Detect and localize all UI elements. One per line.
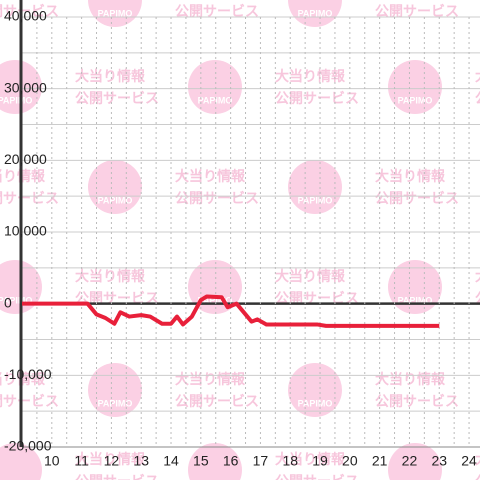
watermark-text: 公開サービス	[175, 191, 259, 207]
watermark-logo-text: PAPIMO	[0, 95, 32, 105]
watermark-logo-text: PAPIMO	[98, 8, 133, 18]
y-tick-label: 40,000	[4, 8, 47, 24]
watermark-text: 公開サービス	[75, 474, 159, 480]
x-tick-label: 17	[253, 453, 269, 469]
x-tick-label: 19	[312, 453, 328, 469]
y-tick-label: 10,000	[4, 223, 47, 239]
x-tick-label: 13	[133, 453, 149, 469]
watermark-logo	[188, 443, 242, 480]
watermark-logo	[388, 260, 442, 314]
watermark-text: 大当り情報	[175, 168, 246, 185]
watermark-text: 公開サービス	[475, 291, 480, 307]
x-tick-label: 22	[402, 453, 418, 469]
x-tick-label: 18	[282, 453, 298, 469]
watermark-logo-text: PAPIMO	[198, 478, 233, 480]
watermark-text: 大当り情報	[475, 451, 480, 468]
watermark-text: 大当り情報	[475, 68, 480, 85]
watermark-text: 公開サービス	[375, 4, 459, 20]
x-tick-label: 20	[342, 453, 358, 469]
watermark-logo	[288, 0, 342, 27]
x-tick-label: 11	[74, 453, 89, 469]
watermark-logo-text: PAPIMO	[298, 8, 333, 18]
watermark-text: 公開サービス	[275, 474, 359, 480]
watermark-text: 大当り情報	[375, 371, 446, 388]
x-tick-label: 10	[44, 453, 60, 469]
watermark-text: 大当り情報	[275, 68, 346, 85]
watermark-logo-text: PAPIMO	[298, 195, 333, 205]
watermark-logo	[388, 60, 442, 114]
watermark-text: 公開サービス	[275, 91, 359, 107]
watermark-logo-text: PAPIMO	[98, 195, 133, 205]
x-tick-label: 23	[431, 453, 447, 469]
watermark-logo	[88, 160, 142, 214]
watermark-logo	[388, 443, 442, 480]
watermark-logo	[188, 60, 242, 114]
watermark-text: 大当り情報	[275, 451, 346, 468]
watermark-text: 公開サービス	[175, 394, 259, 410]
y-tick-label: 20,000	[4, 151, 47, 167]
watermark-text: 公開サービス	[0, 191, 59, 207]
data-line	[22, 294, 440, 328]
watermark-text: 大当り情報	[75, 68, 146, 85]
watermark-text: 公開サービス	[475, 474, 480, 480]
watermark-logo-text: PAPIMO	[0, 478, 32, 480]
watermark-text: 公開サービス	[175, 4, 259, 20]
watermark-text: 大当り情報	[75, 451, 146, 468]
watermark-logo	[88, 363, 142, 417]
watermark-text: 大当り情報	[75, 268, 146, 285]
x-tick-label: 14	[163, 453, 179, 469]
x-tick-label: 12	[104, 453, 120, 469]
watermark-text: 公開サービス	[475, 91, 480, 107]
y-tick-label: 0	[4, 294, 12, 310]
watermark-logo	[0, 443, 42, 480]
watermark-text: 大当り情報	[375, 168, 446, 185]
x-tick-label: 15	[193, 453, 209, 469]
y-tick-label: -10,000	[4, 366, 52, 382]
watermark-text: 公開サービス	[375, 394, 459, 410]
watermark-text: 大当り情報	[275, 268, 346, 285]
watermark-logo-text: PAPIMO	[98, 398, 133, 408]
watermark-logo-text: PAPIMO	[198, 95, 233, 105]
y-tick-label: -20,000	[4, 438, 52, 454]
watermark-text: 公開サービス	[375, 191, 459, 207]
x-tick-label: 16	[223, 453, 239, 469]
x-tick-label: 24	[461, 453, 477, 469]
watermark-logo-text: PAPIMO	[398, 95, 433, 105]
watermark-text: 大当り情報	[475, 268, 480, 285]
watermark-logo-text: PAPIMO	[398, 478, 433, 480]
watermark-text: 公開サービス	[0, 4, 59, 20]
watermark-logo-text: PAPIMO	[198, 295, 233, 305]
watermark-logo	[288, 363, 342, 417]
watermark-logo-text: PAPIMO	[0, 295, 32, 305]
watermark-text: 大当り情報	[0, 168, 46, 185]
watermark-text: 公開サービス	[0, 394, 59, 410]
watermark-logo	[288, 160, 342, 214]
y-tick-label: 30,000	[4, 79, 47, 95]
watermark-logo-text: PAPIMO	[298, 398, 333, 408]
watermark-logo-text: PAPIMO	[398, 295, 433, 305]
x-tick-label: 21	[372, 453, 388, 469]
watermark-text: 公開サービス	[75, 91, 159, 107]
watermark-logo	[88, 0, 142, 27]
